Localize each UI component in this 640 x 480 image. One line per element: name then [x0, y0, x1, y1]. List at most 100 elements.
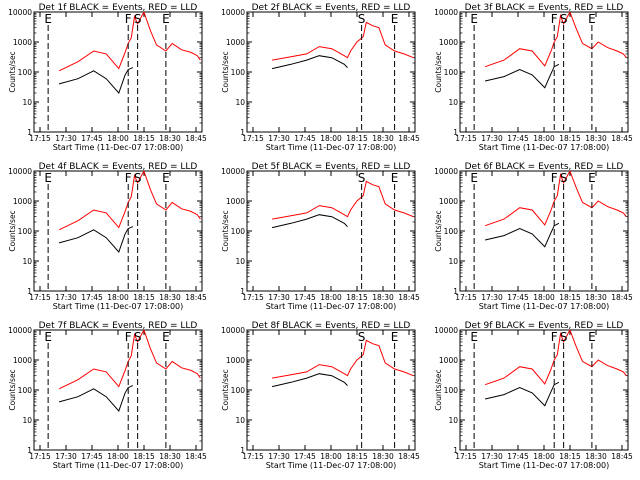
- y-axis-label: Counts/sec: [8, 369, 17, 410]
- event-marker-label: E: [391, 171, 399, 185]
- x-tick-label: 18:45: [185, 293, 207, 302]
- x-tick-label: 18:00: [533, 452, 555, 461]
- event-marker-label: F: [551, 12, 558, 26]
- event-marker-label: S: [358, 330, 366, 344]
- panel-2: Det 2f BLACK = Events, RED = LLD 1 10 100 10…: [221, 3, 420, 152]
- x-tick-label: 18:00: [107, 452, 129, 461]
- x-tick-label: 18:00: [533, 293, 555, 302]
- series-events: [58, 385, 134, 412]
- y-tick-label: 10: [448, 416, 458, 425]
- plot-frame: [459, 170, 629, 292]
- event-marker-label: F: [125, 171, 132, 185]
- x-tick-label: 17:45: [294, 452, 316, 461]
- x-tick-label: 17:45: [507, 452, 529, 461]
- x-tick-label: 18:30: [159, 452, 181, 461]
- x-tick-label: 18:30: [372, 293, 394, 302]
- y-tick-label: 100: [231, 386, 246, 395]
- y-tick-label: 1: [453, 446, 458, 455]
- x-tick-label: 17:30: [55, 134, 77, 143]
- y-tick-label: 1: [453, 128, 458, 137]
- y-tick-label: 1: [240, 287, 245, 296]
- series-events: [58, 67, 134, 94]
- series-events: [484, 222, 560, 248]
- y-tick-label: 10: [448, 257, 458, 266]
- x-tick-label: 18:45: [398, 134, 420, 143]
- event-marker-label: E: [44, 330, 52, 344]
- series-lld: [272, 180, 414, 220]
- x-tick-label: 17:30: [55, 293, 77, 302]
- x-tick-label: 18:00: [320, 134, 342, 143]
- event-marker-label: F: [551, 330, 558, 344]
- plot-frame: [246, 329, 416, 451]
- y-tick-label: 100: [444, 386, 459, 395]
- event-marker-label: E: [44, 12, 52, 26]
- y-tick-label: 10000: [221, 326, 245, 335]
- x-tick-label: 17:15: [455, 452, 477, 461]
- x-tick-label: 17:30: [55, 452, 77, 461]
- x-tick-label: 17:45: [81, 134, 103, 143]
- event-marker-label: F: [125, 12, 132, 26]
- x-tick-label: 17:15: [242, 134, 264, 143]
- x-tick-label: 18:00: [533, 134, 555, 143]
- panel-title: Det 9f BLACK = Events, RED = LLD: [465, 321, 624, 331]
- event-marker-label: E: [162, 12, 170, 26]
- y-tick-label: 1000: [439, 197, 458, 206]
- panel-title: Det 2f BLACK = Events, RED = LLD: [252, 3, 411, 13]
- x-axis-label: Start Time (11-Dec-07 17:08:00): [266, 143, 397, 152]
- y-tick-label: 10000: [8, 167, 32, 176]
- x-axis-label: Start Time (11-Dec-07 17:08:00): [266, 302, 397, 311]
- x-tick-label: 18:00: [320, 452, 342, 461]
- x-tick-label: 18:15: [559, 452, 581, 461]
- plot-frame: [459, 11, 629, 133]
- x-axis-label: Start Time (11-Dec-07 17:08:00): [266, 461, 397, 470]
- series-events: [271, 373, 348, 388]
- event-marker-label: E: [162, 330, 170, 344]
- x-axis-label: Start Time (11-Dec-07 17:08:00): [479, 302, 610, 311]
- plot-frame: [459, 329, 629, 451]
- panel-5: Det 5f BLACK = Events, RED = LLD 1 10 100 10…: [221, 162, 420, 311]
- x-tick-label: 17:45: [81, 293, 103, 302]
- y-tick-label: 1000: [13, 356, 32, 365]
- y-tick-label: 1: [453, 287, 458, 296]
- y-axis-label: Counts/sec: [434, 369, 443, 410]
- y-tick-label: 10: [22, 416, 32, 425]
- event-marker-label: E: [470, 12, 478, 26]
- x-tick-label: 18:15: [346, 293, 368, 302]
- event-marker-label: E: [162, 171, 170, 185]
- x-tick-label: 17:15: [29, 134, 51, 143]
- event-marker-label: S: [358, 12, 366, 26]
- y-tick-label: 1000: [13, 38, 32, 47]
- x-tick-label: 17:30: [481, 452, 503, 461]
- y-tick-label: 10000: [8, 326, 32, 335]
- x-axis-label: Start Time (11-Dec-07 17:08:00): [53, 461, 184, 470]
- y-tick-label: 10000: [221, 8, 245, 17]
- y-tick-label: 1000: [226, 356, 245, 365]
- series-lld: [484, 171, 627, 227]
- plot-frame: [246, 11, 416, 133]
- y-axis-label: Counts/sec: [8, 51, 17, 92]
- panel-1: Det 1f BLACK = Events, RED = LLD 1 10 100 10…: [8, 3, 207, 152]
- event-marker-label: S: [134, 12, 142, 26]
- x-axis-label: Start Time (11-Dec-07 17:08:00): [53, 302, 184, 311]
- x-tick-label: 18:15: [133, 134, 155, 143]
- y-axis-label: Counts/sec: [221, 369, 230, 410]
- y-axis-label: Counts/sec: [434, 210, 443, 251]
- x-tick-label: 18:00: [107, 134, 129, 143]
- x-tick-label: 17:45: [507, 293, 529, 302]
- event-marker-label: E: [44, 171, 52, 185]
- x-tick-label: 18:45: [611, 293, 633, 302]
- series-events: [484, 63, 560, 89]
- series-events: [271, 214, 348, 229]
- y-axis-label: Counts/sec: [221, 210, 230, 251]
- series-lld: [272, 339, 414, 379]
- event-marker-label: E: [588, 171, 596, 185]
- panel-title: Det 5f BLACK = Events, RED = LLD: [252, 162, 411, 172]
- y-tick-label: 10000: [221, 167, 245, 176]
- event-marker-label: S: [560, 330, 568, 344]
- y-tick-label: 100: [18, 68, 33, 77]
- x-tick-label: 18:30: [585, 134, 607, 143]
- event-marker-label: F: [551, 171, 558, 185]
- y-tick-label: 10: [235, 257, 245, 266]
- x-tick-label: 18:45: [185, 452, 207, 461]
